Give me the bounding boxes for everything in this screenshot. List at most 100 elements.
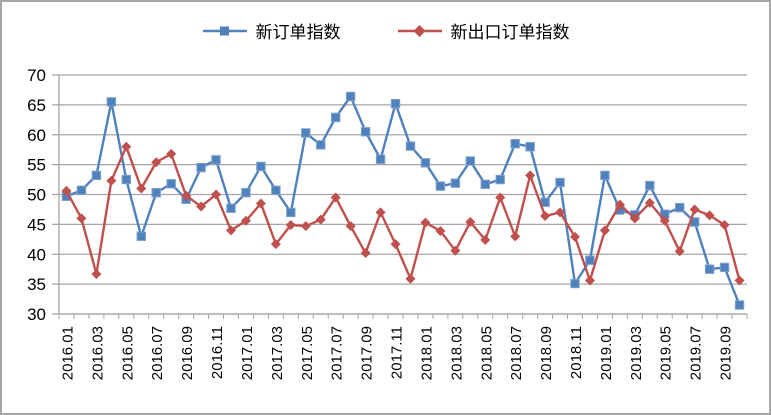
data-point-square [510, 139, 520, 149]
data-point-diamond [330, 192, 341, 203]
data-point-diamond [136, 183, 147, 194]
data-point-diamond [435, 225, 446, 236]
data-point-diamond [121, 141, 132, 152]
data-point-diamond [674, 246, 685, 257]
data-point-diamond [211, 189, 222, 200]
y-axis-label: 50 [27, 186, 46, 205]
legend-label-new-export-orders: 新出口订单指数 [450, 23, 570, 42]
data-point-diamond [495, 192, 506, 203]
data-point-diamond [555, 207, 566, 218]
data-point-square [286, 207, 296, 218]
x-axis-label: 2017.05 [299, 326, 316, 380]
legend-label-new-orders: 新订单指数 [255, 23, 341, 42]
data-point-square [301, 128, 311, 138]
data-point-diamond [61, 185, 72, 196]
data-point-diamond [360, 248, 371, 259]
data-point-diamond [510, 231, 521, 242]
y-axis-label: 40 [27, 245, 46, 264]
data-point-diamond [106, 175, 117, 186]
data-point-square [405, 141, 416, 151]
x-axis-label: 2017.07 [329, 326, 346, 380]
y-axis-label: 35 [27, 275, 46, 294]
data-point-square [360, 127, 371, 137]
x-axis-label: 2018.09 [538, 326, 555, 380]
data-point-square [674, 202, 685, 213]
data-point-square [465, 156, 476, 166]
data-point-diamond [315, 214, 326, 225]
data-point-square [136, 231, 146, 242]
data-point-diamond [525, 170, 536, 181]
data-point-diamond [405, 273, 416, 284]
x-axis-label: 2019.09 [718, 326, 735, 380]
data-point-square [585, 255, 595, 265]
data-point-diamond [584, 275, 595, 286]
data-point-diamond [300, 221, 311, 232]
data-point-diamond [91, 268, 102, 279]
data-point-diamond [629, 213, 640, 224]
x-axis-label: 2017.09 [359, 326, 376, 380]
data-point-square [196, 162, 206, 173]
data-point-square [226, 203, 236, 213]
x-axis-label: 2019.05 [658, 326, 675, 380]
x-axis-label: 2018.01 [418, 326, 435, 380]
y-axis-label: 30 [27, 305, 46, 324]
data-point-diamond [659, 215, 670, 226]
y-axis-label: 60 [27, 126, 46, 145]
data-point-diamond [345, 221, 356, 232]
data-point-diamond [390, 239, 401, 250]
data-point-diamond [240, 215, 251, 226]
data-point-square [734, 300, 745, 310]
x-axis-label: 2018.07 [508, 326, 525, 380]
x-axis-label: 2016.11 [209, 326, 226, 379]
data-point-square [435, 181, 446, 191]
data-point-diamond [465, 216, 476, 227]
data-point-square [570, 278, 580, 289]
x-axis-label: 2019.03 [628, 326, 645, 380]
x-axis-label: 2018.03 [448, 326, 465, 380]
data-point-diamond [420, 217, 431, 228]
data-point-diamond [166, 148, 177, 159]
x-axis-label: 2016.07 [149, 326, 166, 380]
x-axis-label: 2019.01 [598, 326, 615, 380]
legend-item-new-orders: 新订单指数 [202, 18, 341, 43]
data-point-square [211, 155, 221, 165]
data-point-square [76, 185, 87, 196]
data-point-square [121, 174, 132, 185]
data-point-square [525, 142, 535, 152]
diamond-marker-icon [397, 24, 442, 37]
legend-item-new-export-orders: 新出口订单指数 [397, 18, 570, 43]
y-axis-label: 70 [27, 66, 46, 85]
data-point-square [645, 180, 655, 191]
x-axis-label: 2018.05 [478, 326, 495, 380]
series-line-new-export-orders [65, 145, 741, 282]
data-point-square [495, 174, 505, 185]
data-point-diamond [226, 225, 236, 236]
data-point-square [719, 262, 730, 273]
data-point-diamond [540, 211, 551, 222]
data-point-diamond [76, 213, 87, 224]
chart-legend: 新订单指数 新出口订单指数 [2, 18, 769, 43]
data-point-square [375, 154, 386, 164]
data-point-square [480, 179, 490, 190]
data-point-diamond [570, 231, 580, 242]
data-point-diamond [270, 239, 281, 250]
square-marker-icon [202, 26, 247, 35]
data-point-diamond [599, 225, 610, 236]
data-point-square [330, 112, 341, 123]
data-point-diamond [151, 157, 162, 168]
data-point-diamond [285, 219, 296, 230]
data-point-square [555, 177, 565, 188]
x-axis-label: 2017.01 [239, 326, 256, 380]
data-point-diamond [480, 234, 491, 245]
data-point-diamond [644, 197, 655, 208]
data-point-square [420, 158, 431, 168]
data-point-diamond [196, 201, 207, 212]
x-axis-label: 2017.11 [389, 326, 406, 379]
data-point-square [390, 98, 401, 109]
data-point-diamond [689, 204, 700, 215]
x-axis-label: 2016.09 [179, 326, 196, 380]
data-point-square [704, 264, 715, 274]
x-axis-label: 2018.11 [568, 326, 585, 379]
data-point-diamond [719, 219, 730, 230]
